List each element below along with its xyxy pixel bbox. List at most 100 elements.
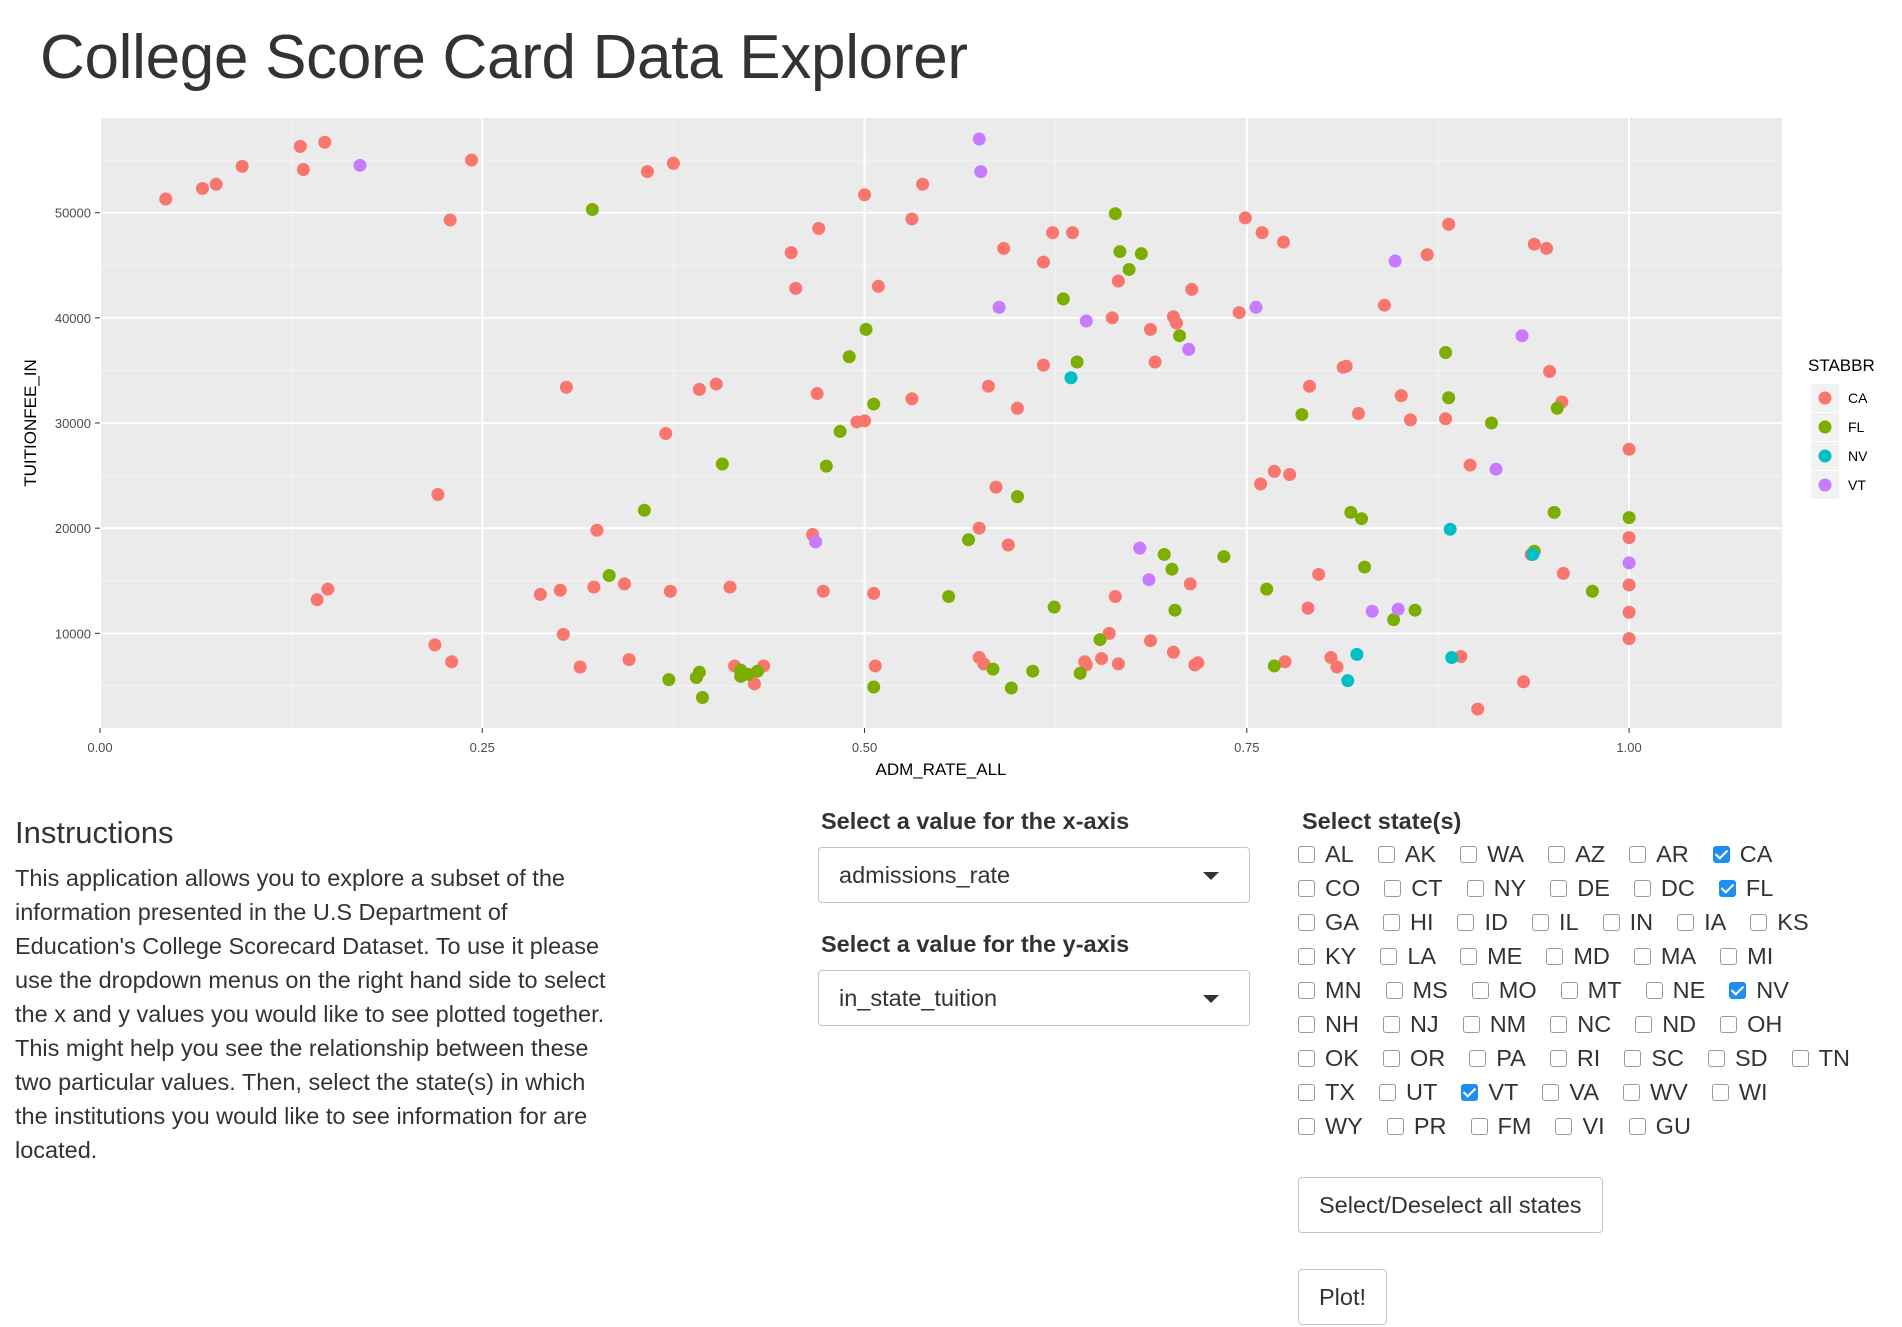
state-checkbox-az[interactable]: AZ bbox=[1548, 837, 1605, 871]
checkbox-icon[interactable] bbox=[1677, 913, 1695, 931]
checkbox-icon[interactable] bbox=[1555, 1117, 1573, 1135]
state-checkbox-ca[interactable]: CA bbox=[1712, 837, 1772, 871]
checkbox-icon[interactable] bbox=[1382, 1049, 1400, 1067]
state-checkbox-vi[interactable]: VI bbox=[1555, 1109, 1605, 1143]
checkbox-icon[interactable] bbox=[1720, 1015, 1738, 1033]
state-checkbox-pr[interactable]: PR bbox=[1386, 1109, 1447, 1143]
state-checkbox-ia[interactable]: IA bbox=[1677, 905, 1726, 939]
state-checkbox-wy[interactable]: WY bbox=[1298, 1109, 1363, 1143]
state-checkbox-ct[interactable]: CT bbox=[1384, 871, 1443, 905]
checkbox-icon[interactable] bbox=[1457, 913, 1475, 931]
state-checkbox-fl[interactable]: FL bbox=[1718, 871, 1773, 905]
state-checkbox-mn[interactable]: MN bbox=[1298, 973, 1362, 1007]
checkbox-icon[interactable] bbox=[1560, 981, 1578, 999]
state-checkbox-tn[interactable]: TN bbox=[1791, 1041, 1850, 1075]
checkbox-icon[interactable] bbox=[1298, 1049, 1315, 1067]
state-checkbox-de[interactable]: DE bbox=[1550, 871, 1610, 905]
state-checkbox-mo[interactable]: MO bbox=[1471, 973, 1537, 1007]
checkbox-icon[interactable] bbox=[1470, 1117, 1488, 1135]
checkbox-checked-icon[interactable] bbox=[1712, 845, 1730, 863]
checkbox-icon[interactable] bbox=[1633, 947, 1651, 965]
state-checkbox-al[interactable]: AL bbox=[1298, 837, 1354, 871]
state-checkbox-nm[interactable]: NM bbox=[1462, 1007, 1526, 1041]
checkbox-icon[interactable] bbox=[1635, 1015, 1653, 1033]
checkbox-icon[interactable] bbox=[1298, 981, 1315, 999]
state-checkbox-hi[interactable]: HI bbox=[1382, 905, 1433, 939]
checkbox-checked-icon[interactable] bbox=[1461, 1083, 1479, 1101]
checkbox-icon[interactable] bbox=[1382, 913, 1400, 931]
checkbox-icon[interactable] bbox=[1548, 845, 1566, 863]
checkbox-icon[interactable] bbox=[1384, 879, 1402, 897]
checkbox-icon[interactable] bbox=[1460, 947, 1478, 965]
checkbox-icon[interactable] bbox=[1298, 845, 1315, 863]
checkbox-icon[interactable] bbox=[1550, 879, 1568, 897]
checkbox-icon[interactable] bbox=[1377, 845, 1395, 863]
state-checkbox-sc[interactable]: SC bbox=[1624, 1041, 1684, 1075]
state-checkbox-dc[interactable]: DC bbox=[1633, 871, 1695, 905]
checkbox-icon[interactable] bbox=[1298, 879, 1315, 897]
state-checkbox-md[interactable]: MD bbox=[1546, 939, 1610, 973]
state-checkbox-nd[interactable]: ND bbox=[1635, 1007, 1696, 1041]
state-checkbox-tx[interactable]: TX bbox=[1298, 1075, 1355, 1109]
checkbox-icon[interactable] bbox=[1602, 913, 1620, 931]
checkbox-icon[interactable] bbox=[1531, 913, 1549, 931]
checkbox-icon[interactable] bbox=[1462, 1015, 1480, 1033]
state-checkbox-nv[interactable]: NV bbox=[1729, 973, 1789, 1007]
state-checkbox-nj[interactable]: NJ bbox=[1382, 1007, 1439, 1041]
state-checkbox-ar[interactable]: AR bbox=[1629, 837, 1689, 871]
state-checkbox-sd[interactable]: SD bbox=[1707, 1041, 1768, 1075]
checkbox-icon[interactable] bbox=[1645, 981, 1663, 999]
y-axis-select[interactable]: in_state_tuition bbox=[818, 970, 1250, 1026]
checkbox-icon[interactable] bbox=[1623, 1083, 1640, 1101]
checkbox-icon[interactable] bbox=[1382, 1015, 1400, 1033]
checkbox-checked-icon[interactable] bbox=[1718, 879, 1736, 897]
state-checkbox-nc[interactable]: NC bbox=[1550, 1007, 1611, 1041]
checkbox-icon[interactable] bbox=[1750, 913, 1768, 931]
state-checkbox-vt[interactable]: VT bbox=[1461, 1075, 1518, 1109]
checkbox-icon[interactable] bbox=[1633, 879, 1651, 897]
state-checkbox-mt[interactable]: MT bbox=[1560, 973, 1622, 1007]
checkbox-icon[interactable] bbox=[1469, 1049, 1487, 1067]
checkbox-icon[interactable] bbox=[1298, 913, 1315, 931]
state-checkbox-ky[interactable]: KY bbox=[1298, 939, 1356, 973]
checkbox-icon[interactable] bbox=[1711, 1083, 1729, 1101]
state-checkbox-fm[interactable]: FM bbox=[1470, 1109, 1531, 1143]
checkbox-icon[interactable] bbox=[1629, 845, 1647, 863]
x-axis-select[interactable]: admissions_rate bbox=[818, 847, 1250, 903]
state-checkbox-ut[interactable]: UT bbox=[1379, 1075, 1437, 1109]
state-checkbox-gu[interactable]: GU bbox=[1628, 1109, 1691, 1143]
state-checkbox-id[interactable]: ID bbox=[1457, 905, 1508, 939]
state-checkbox-ri[interactable]: RI bbox=[1549, 1041, 1600, 1075]
checkbox-icon[interactable] bbox=[1380, 947, 1398, 965]
state-checkbox-pa[interactable]: PA bbox=[1469, 1041, 1526, 1075]
state-checkbox-oh[interactable]: OH bbox=[1720, 1007, 1782, 1041]
state-checkbox-ma[interactable]: MA bbox=[1633, 939, 1696, 973]
checkbox-icon[interactable] bbox=[1707, 1049, 1725, 1067]
checkbox-icon[interactable] bbox=[1542, 1083, 1560, 1101]
plot-button[interactable]: Plot! bbox=[1298, 1269, 1388, 1325]
state-checkbox-wa[interactable]: WA bbox=[1460, 837, 1524, 871]
state-checkbox-ga[interactable]: GA bbox=[1298, 905, 1359, 939]
select-deselect-all-button[interactable]: Select/Deselect all states bbox=[1298, 1177, 1603, 1233]
checkbox-icon[interactable] bbox=[1720, 947, 1738, 965]
state-checkbox-ms[interactable]: MS bbox=[1385, 973, 1448, 1007]
state-checkbox-wv[interactable]: WV bbox=[1623, 1075, 1688, 1109]
state-checkbox-ak[interactable]: AK bbox=[1377, 837, 1436, 871]
state-checkbox-va[interactable]: VA bbox=[1542, 1075, 1599, 1109]
state-checkbox-ne[interactable]: NE bbox=[1645, 973, 1705, 1007]
checkbox-icon[interactable] bbox=[1549, 1049, 1567, 1067]
checkbox-checked-icon[interactable] bbox=[1729, 981, 1747, 999]
checkbox-icon[interactable] bbox=[1385, 981, 1403, 999]
checkbox-icon[interactable] bbox=[1386, 1117, 1404, 1135]
checkbox-icon[interactable] bbox=[1298, 1015, 1315, 1033]
checkbox-icon[interactable] bbox=[1379, 1083, 1397, 1101]
checkbox-icon[interactable] bbox=[1298, 1117, 1315, 1135]
checkbox-icon[interactable] bbox=[1298, 1083, 1315, 1101]
checkbox-icon[interactable] bbox=[1466, 879, 1484, 897]
state-checkbox-la[interactable]: LA bbox=[1380, 939, 1436, 973]
checkbox-icon[interactable] bbox=[1546, 947, 1564, 965]
checkbox-icon[interactable] bbox=[1298, 947, 1315, 965]
state-checkbox-nh[interactable]: NH bbox=[1298, 1007, 1359, 1041]
state-checkbox-wi[interactable]: WI bbox=[1711, 1075, 1768, 1109]
state-checkbox-ny[interactable]: NY bbox=[1466, 871, 1526, 905]
